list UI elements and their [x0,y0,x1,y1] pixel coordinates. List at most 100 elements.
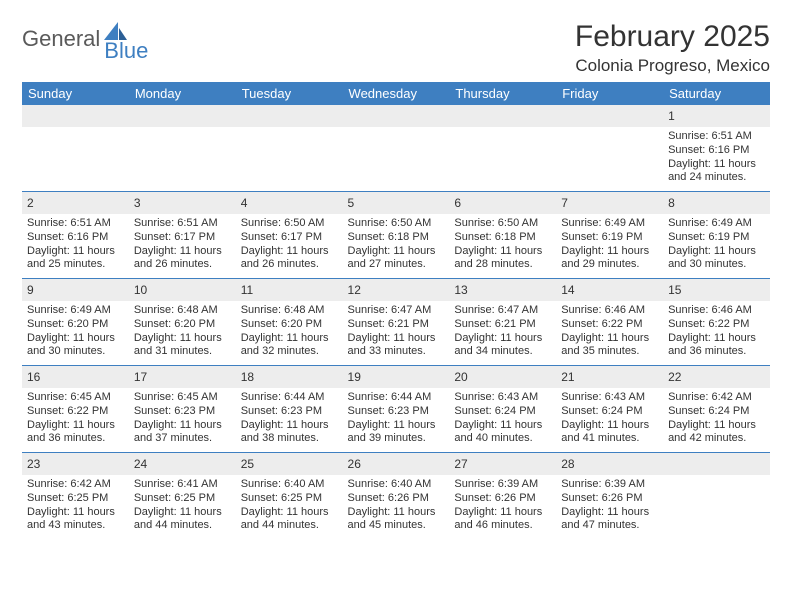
day-content: Sunrise: 6:41 AMSunset: 6:25 PMDaylight:… [134,478,231,533]
daynum-cell: 25 [236,453,343,476]
day-cell [449,127,556,192]
sunrise-text: Sunrise: 6:48 AM [134,304,231,318]
sunrise-text: Sunrise: 6:49 AM [27,304,124,318]
sunrise-text: Sunrise: 6:51 AM [134,217,231,231]
daynum-cell [236,105,343,127]
day-number: 13 [454,283,467,297]
daylight-line2: and 25 minutes. [27,258,124,272]
calendar-page: General Blue February 2025 Colonia Progr… [0,0,792,549]
sunset-text: Sunset: 6:21 PM [348,318,445,332]
sunset-text: Sunset: 6:20 PM [27,318,124,332]
day-cell [22,127,129,192]
daynum-cell [663,453,770,476]
sunset-text: Sunset: 6:22 PM [668,318,765,332]
daylight-line2: and 31 minutes. [134,345,231,359]
day-number: 24 [134,457,147,471]
day-content [668,478,765,533]
day-cell: Sunrise: 6:42 AMSunset: 6:24 PMDaylight:… [663,388,770,453]
daynum-cell: 20 [449,366,556,389]
day-cell: Sunrise: 6:49 AMSunset: 6:19 PMDaylight:… [556,214,663,279]
daylight-line1: Daylight: 11 hours [454,245,551,259]
daynum-row: 232425262728 [22,453,770,476]
logo-word-1: General [22,26,100,52]
sunset-text: Sunset: 6:25 PM [241,492,338,506]
daynum-cell: 22 [663,366,770,389]
header-row: General Blue February 2025 Colonia Progr… [22,20,770,76]
sunset-text: Sunset: 6:22 PM [561,318,658,332]
day-number: 26 [348,457,361,471]
daylight-line1: Daylight: 11 hours [561,506,658,520]
day-cell: Sunrise: 6:50 AMSunset: 6:18 PMDaylight:… [449,214,556,279]
day-cell: Sunrise: 6:39 AMSunset: 6:26 PMDaylight:… [449,475,556,539]
daynum-row: 16171819202122 [22,366,770,389]
daylight-line1: Daylight: 11 hours [668,332,765,346]
sunset-text: Sunset: 6:18 PM [454,231,551,245]
day-content: Sunrise: 6:47 AMSunset: 6:21 PMDaylight:… [348,304,445,359]
location-text: Colonia Progreso, Mexico [575,56,770,76]
day-cell: Sunrise: 6:45 AMSunset: 6:23 PMDaylight:… [129,388,236,453]
sunset-text: Sunset: 6:17 PM [134,231,231,245]
day-content [27,130,124,185]
day-content: Sunrise: 6:45 AMSunset: 6:23 PMDaylight:… [134,391,231,446]
day-content: Sunrise: 6:47 AMSunset: 6:21 PMDaylight:… [454,304,551,359]
daylight-line1: Daylight: 11 hours [27,506,124,520]
daylight-line2: and 35 minutes. [561,345,658,359]
sunrise-text: Sunrise: 6:44 AM [241,391,338,405]
day-content: Sunrise: 6:39 AMSunset: 6:26 PMDaylight:… [454,478,551,533]
daylight-line1: Daylight: 11 hours [668,245,765,259]
day-cell: Sunrise: 6:39 AMSunset: 6:26 PMDaylight:… [556,475,663,539]
daynum-cell: 4 [236,192,343,215]
sunset-text: Sunset: 6:22 PM [27,405,124,419]
daylight-line2: and 27 minutes. [348,258,445,272]
daylight-line2: and 46 minutes. [454,519,551,533]
daylight-line2: and 30 minutes. [27,345,124,359]
daylight-line1: Daylight: 11 hours [241,506,338,520]
daylight-line2: and 26 minutes. [134,258,231,272]
sunset-text: Sunset: 6:21 PM [454,318,551,332]
daylight-line1: Daylight: 11 hours [134,245,231,259]
sunrise-text: Sunrise: 6:47 AM [348,304,445,318]
day-content: Sunrise: 6:48 AMSunset: 6:20 PMDaylight:… [134,304,231,359]
daynum-cell [449,105,556,127]
daylight-line2: and 36 minutes. [668,345,765,359]
daylight-line1: Daylight: 11 hours [27,332,124,346]
day-content [454,130,551,185]
day-content: Sunrise: 6:46 AMSunset: 6:22 PMDaylight:… [561,304,658,359]
day-cell [129,127,236,192]
sunrise-text: Sunrise: 6:51 AM [668,130,765,144]
daylight-line2: and 43 minutes. [27,519,124,533]
day-number: 23 [27,457,40,471]
day-number: 17 [134,370,147,384]
title-block: February 2025 Colonia Progreso, Mexico [575,20,770,76]
day-number: 21 [561,370,574,384]
day-number: 1 [668,109,675,123]
day-cell: Sunrise: 6:49 AMSunset: 6:20 PMDaylight:… [22,301,129,366]
sunset-text: Sunset: 6:26 PM [561,492,658,506]
sunrise-text: Sunrise: 6:43 AM [454,391,551,405]
week-row: Sunrise: 6:49 AMSunset: 6:20 PMDaylight:… [22,301,770,366]
month-title: February 2025 [575,20,770,54]
sunrise-text: Sunrise: 6:45 AM [134,391,231,405]
day-number: 18 [241,370,254,384]
day-header-sun: Sunday [22,82,129,105]
daynum-cell: 10 [129,279,236,302]
day-header-tue: Tuesday [236,82,343,105]
day-cell [236,127,343,192]
day-cell: Sunrise: 6:44 AMSunset: 6:23 PMDaylight:… [343,388,450,453]
daynum-cell [343,105,450,127]
day-cell: Sunrise: 6:40 AMSunset: 6:25 PMDaylight:… [236,475,343,539]
daylight-line2: and 38 minutes. [241,432,338,446]
day-cell: Sunrise: 6:43 AMSunset: 6:24 PMDaylight:… [556,388,663,453]
daynum-cell: 11 [236,279,343,302]
daylight-line2: and 36 minutes. [27,432,124,446]
sunrise-text: Sunrise: 6:50 AM [241,217,338,231]
day-content: Sunrise: 6:46 AMSunset: 6:22 PMDaylight:… [668,304,765,359]
sunset-text: Sunset: 6:23 PM [348,405,445,419]
day-content: Sunrise: 6:49 AMSunset: 6:19 PMDaylight:… [561,217,658,272]
daylight-line2: and 24 minutes. [668,171,765,185]
sunset-text: Sunset: 6:20 PM [241,318,338,332]
day-header-wed: Wednesday [343,82,450,105]
sunrise-text: Sunrise: 6:42 AM [27,478,124,492]
sunset-text: Sunset: 6:25 PM [134,492,231,506]
day-content: Sunrise: 6:44 AMSunset: 6:23 PMDaylight:… [348,391,445,446]
